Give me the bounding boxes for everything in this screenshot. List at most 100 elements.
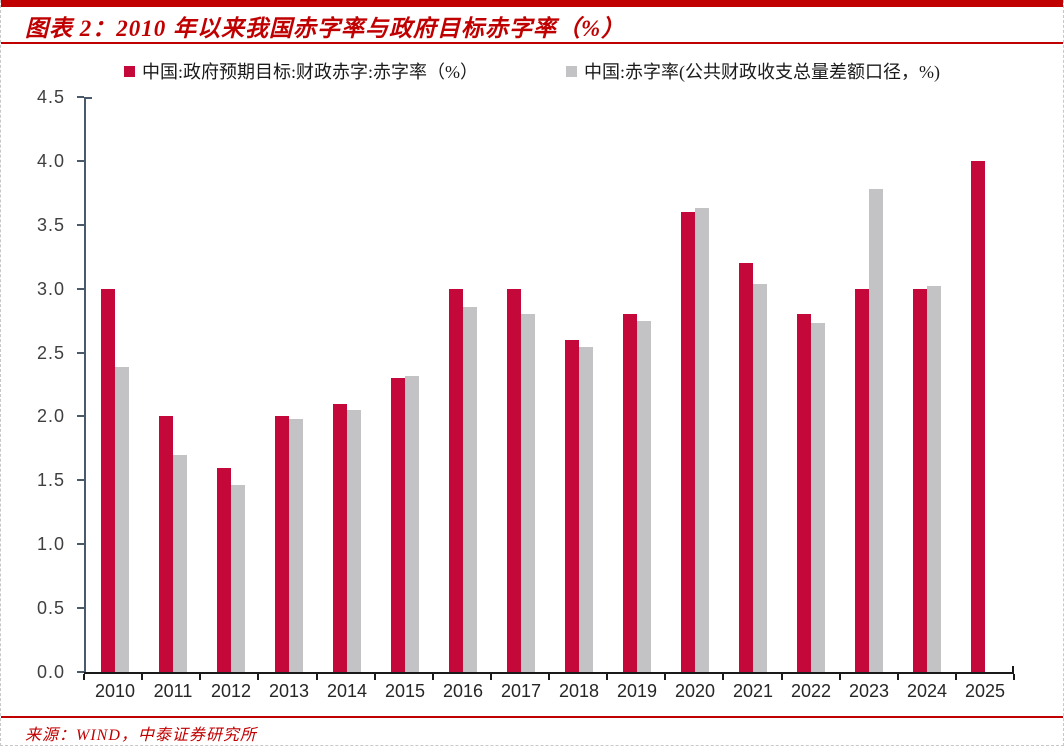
x-axis bbox=[84, 672, 1014, 674]
bar-target-2017 bbox=[507, 288, 521, 672]
x-axis-label-2020: 2020 bbox=[674, 681, 716, 701]
x-axis-label-2017: 2017 bbox=[500, 681, 542, 701]
chart-legend: 中国:政府预期目标:财政赤字:赤字率（%） 中国:赤字率(公共财政收支总量差额口… bbox=[1, 61, 1063, 83]
bar-group-2015 bbox=[376, 97, 434, 672]
x-tick bbox=[780, 674, 783, 680]
y-tick-label: 4.5 bbox=[36, 87, 65, 107]
x-axis-label-2014: 2014 bbox=[326, 681, 368, 701]
bar-target-2019 bbox=[623, 314, 637, 672]
x-tick bbox=[606, 674, 609, 680]
x-axis-end-cap bbox=[1012, 666, 1014, 674]
x-axis-label-2012: 2012 bbox=[210, 681, 252, 701]
footer-divider-line bbox=[1, 716, 1063, 718]
x-tick bbox=[954, 674, 957, 680]
x-tick bbox=[141, 674, 144, 680]
figure-title: 图表 2：2010 年以来我国赤字率与政府目标赤字率（%） bbox=[25, 16, 626, 41]
bar-actual-2015 bbox=[405, 375, 419, 672]
bar-group-2018 bbox=[550, 97, 608, 672]
bar-group-2023 bbox=[840, 97, 898, 672]
bar-actual-2019 bbox=[637, 320, 651, 672]
y-tick-label: 3.0 bbox=[36, 278, 65, 299]
bar-actual-2010 bbox=[115, 366, 129, 672]
y-tick-label: 4.0 bbox=[36, 150, 65, 171]
x-tick bbox=[199, 674, 202, 680]
bar-group-2014 bbox=[318, 97, 376, 672]
x-axis-label-2025: 2025 bbox=[964, 681, 1006, 701]
y-tick-label: 1.0 bbox=[36, 534, 65, 555]
bar-target-2022 bbox=[797, 314, 811, 672]
x-axis-label-2015: 2015 bbox=[384, 681, 426, 701]
bar-actual-2014 bbox=[347, 410, 361, 672]
title-divider-line bbox=[1, 42, 1063, 44]
y-tick bbox=[77, 96, 84, 98]
x-axis-label-2023: 2023 bbox=[848, 681, 890, 701]
legend-item-target-deficit: 中国:政府预期目标:财政赤字:赤字率（%） bbox=[124, 61, 478, 83]
bar-actual-2011 bbox=[173, 454, 187, 672]
x-tick bbox=[548, 674, 550, 680]
x-axis-label-2024: 2024 bbox=[906, 681, 948, 701]
bar-actual-2021 bbox=[753, 283, 767, 672]
x-tick bbox=[315, 674, 318, 680]
bar-target-2025 bbox=[971, 160, 985, 672]
x-tick bbox=[373, 674, 376, 680]
bar-target-2015 bbox=[391, 378, 405, 672]
x-axis-label-2011: 2011 bbox=[153, 681, 193, 701]
bar-actual-2013 bbox=[289, 419, 303, 672]
x-tick bbox=[83, 674, 85, 680]
bar-target-2016 bbox=[449, 288, 463, 672]
x-tick bbox=[489, 674, 492, 680]
x-axis-labels: 2010 2011 2012 2013 2014 2015 2016 2017 2018 2019… bbox=[86, 681, 1014, 702]
x-tick bbox=[664, 674, 667, 680]
x-tick bbox=[1013, 674, 1015, 680]
bar-target-2020 bbox=[681, 212, 695, 672]
bar-target-2012 bbox=[217, 467, 231, 672]
bar-group-2022 bbox=[782, 97, 840, 672]
bar-target-2018 bbox=[565, 339, 579, 672]
bar-group-2012 bbox=[202, 97, 260, 672]
legend-label-target-deficit: 中国:政府预期目标:财政赤字:赤字率（%） bbox=[142, 62, 478, 82]
x-tick bbox=[896, 674, 899, 680]
bar-actual-2016 bbox=[463, 306, 477, 672]
bar-series-area bbox=[86, 97, 1014, 672]
x-axis-label-2010: 2010 bbox=[94, 681, 136, 701]
bar-actual-2024 bbox=[927, 286, 941, 672]
bar-target-2010 bbox=[101, 288, 115, 672]
header-accent-bar bbox=[1, 0, 1063, 7]
y-tick bbox=[77, 351, 84, 354]
bar-target-2021 bbox=[739, 263, 753, 672]
x-tick bbox=[257, 674, 260, 680]
bar-actual-2018 bbox=[579, 347, 593, 672]
y-axis-top-cap bbox=[84, 97, 92, 99]
x-axis-label-2013: 2013 bbox=[268, 681, 310, 701]
x-tick bbox=[431, 674, 434, 680]
y-tick bbox=[77, 159, 84, 162]
x-axis-label-2018: 2018 bbox=[558, 681, 600, 701]
bar-target-2023 bbox=[855, 288, 869, 672]
bar-actual-2020 bbox=[695, 208, 709, 672]
x-axis-label-2022: 2022 bbox=[790, 681, 832, 701]
y-tick-label: 3.5 bbox=[36, 214, 65, 235]
legend-swatch-red-icon bbox=[124, 66, 135, 77]
y-tick-label: 2.0 bbox=[36, 406, 65, 427]
y-tick bbox=[77, 287, 84, 290]
bar-group-2020 bbox=[666, 97, 724, 672]
bar-group-2021 bbox=[724, 97, 782, 672]
bar-actual-2017 bbox=[521, 314, 535, 672]
x-axis-label-2016: 2016 bbox=[442, 681, 484, 701]
bar-group-2017 bbox=[492, 97, 550, 672]
y-tick bbox=[77, 543, 84, 546]
bar-group-2010 bbox=[86, 97, 144, 672]
y-tick-label: 0.5 bbox=[36, 598, 65, 619]
y-tick-label: 0.0 bbox=[36, 662, 65, 682]
x-tick bbox=[838, 674, 841, 680]
y-tick bbox=[77, 415, 84, 418]
bar-group-2013 bbox=[260, 97, 318, 672]
y-tick-label: 1.5 bbox=[36, 470, 65, 491]
bar-target-2011 bbox=[159, 416, 173, 672]
bar-group-2024 bbox=[898, 97, 956, 672]
bar-group-2025 bbox=[956, 97, 1014, 672]
legend-label-actual-deficit: 中国:赤字率(公共财政收支总量差额口径，%) bbox=[584, 62, 940, 82]
source-note: 来源：WIND，中泰证券研究所 bbox=[25, 727, 257, 744]
bar-group-2011 bbox=[144, 97, 202, 672]
